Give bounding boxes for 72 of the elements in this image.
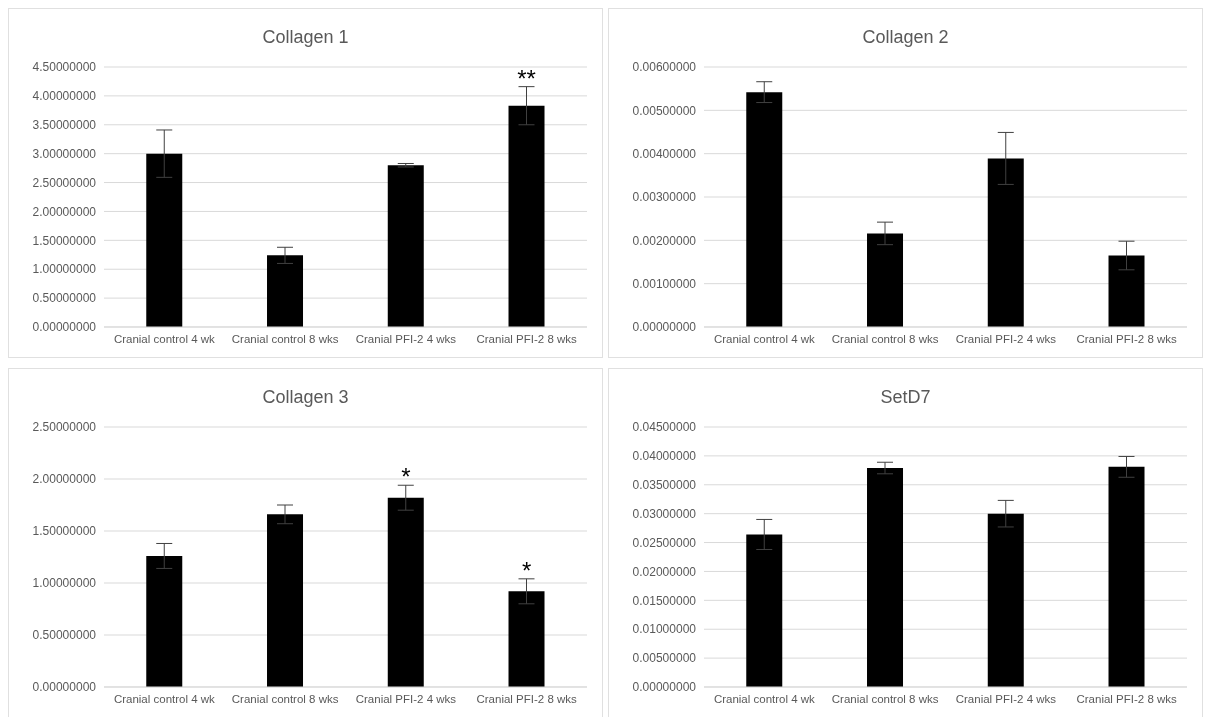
y-tick-label: 2.50000000 [32,175,97,190]
bar [987,158,1024,327]
x-tick-label: Cranial control 8 wks [831,693,939,706]
y-tick-label: 0.00600000 [632,60,697,75]
bar [987,513,1024,687]
bar [387,165,424,327]
bar [1108,466,1145,687]
y-tick-label: 0.04000000 [632,449,697,464]
y-tick-label: 0.01500000 [632,593,697,608]
bar [387,497,424,687]
y-tick-label: 1.50000000 [32,524,97,539]
bar [1108,255,1145,327]
x-tick-label: Cranial control 4 wk [713,333,816,346]
y-tick-label: 1.50000000 [32,233,97,248]
x-tick-label: Cranial control 8 wks [231,333,339,346]
y-tick-label: 4.50000000 [32,60,97,75]
y-tick-label: 0.03000000 [632,506,697,521]
chart-title: Collagen 2 [861,26,950,49]
bar [867,233,904,327]
y-tick-label: 0.00500000 [632,651,697,666]
annotation: * [521,556,532,584]
bar [746,534,783,687]
x-tick-label: Cranial control 4 wk [113,693,216,706]
bar [267,255,304,327]
y-tick-label: 0.00000000 [632,680,697,695]
chart-title: Collagen 3 [261,386,350,409]
y-tick-label: 0.03500000 [632,478,697,493]
x-tick-label: Cranial control 4 wk [713,693,816,706]
y-tick-label: 3.50000000 [32,118,97,133]
x-tick-label: Cranial control 4 wk [113,333,216,346]
x-tick-label: Cranial control 8 wks [831,333,939,346]
x-tick-label: Cranial control 8 wks [231,693,339,706]
annotation: * [401,463,411,491]
bar [267,514,304,687]
y-tick-label: 0.50000000 [32,628,97,643]
y-tick-label: 4.00000000 [32,89,97,104]
x-tick-label: Cranial PFI-2 4 wks [355,333,457,346]
x-tick-label: Cranial PFI-2 8 wks [476,333,578,346]
x-tick-label: Cranial PFI-2 4 wks [955,333,1057,346]
y-tick-label: 1.00000000 [32,262,97,277]
annotation: ** [517,64,536,92]
y-tick-label: 0.00100000 [632,276,697,291]
y-tick-label: 2.50000000 [32,420,97,435]
y-tick-label: 0.02500000 [632,535,697,550]
y-tick-label: 0.02000000 [632,564,697,579]
bar [146,555,183,687]
y-tick-label: 0.00500000 [632,103,697,118]
y-tick-label: 0.00300000 [632,190,697,205]
y-tick-label: 2.00000000 [32,472,97,487]
y-tick-label: 0.00000000 [32,680,97,695]
y-tick-label: 0.50000000 [32,291,97,306]
bar [508,591,545,687]
y-tick-label: 0.00200000 [632,233,697,248]
y-tick-label: 3.00000000 [32,146,97,161]
x-tick-label: Cranial PFI-2 4 wks [955,693,1057,706]
y-tick-label: 0.00000000 [32,320,97,335]
bar [146,153,183,327]
bar [746,92,783,327]
y-tick-label: 2.00000000 [32,204,97,219]
x-tick-label: Cranial PFI-2 8 wks [476,693,578,706]
chart-title: SetD7 [879,386,932,409]
x-tick-label: Cranial PFI-2 4 wks [355,693,457,706]
y-tick-label: 1.00000000 [32,576,97,591]
chart-title: Collagen 1 [261,26,350,49]
y-tick-label: 0.00400000 [632,146,697,161]
y-tick-label: 0.01000000 [632,622,697,637]
bar [508,105,545,327]
bar [867,468,904,687]
x-tick-label: Cranial PFI-2 8 wks [1076,693,1178,706]
y-tick-label: 0.00000000 [632,320,697,335]
y-tick-label: 0.04500000 [632,420,697,435]
x-tick-label: Cranial PFI-2 8 wks [1076,333,1178,346]
